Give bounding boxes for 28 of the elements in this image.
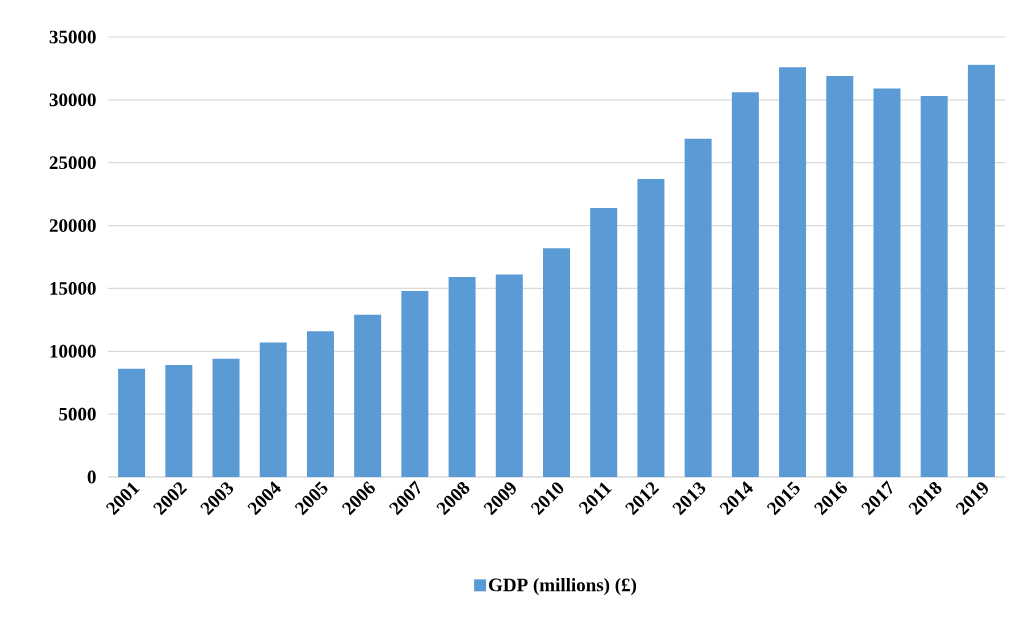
y-tick-label: 25000 (49, 156, 96, 170)
y-tick-label: 10000 (50, 344, 96, 358)
bar (354, 314, 382, 477)
bar (259, 342, 287, 477)
bar (448, 277, 476, 477)
bar (637, 179, 665, 477)
bar (590, 207, 618, 477)
y-tick-label: 30000 (49, 93, 96, 107)
y-tick-label: 35000 (49, 30, 96, 44)
bar (920, 96, 948, 477)
bar (873, 88, 901, 477)
bar (212, 358, 240, 477)
bar (306, 331, 334, 477)
bar (967, 64, 995, 477)
bar (684, 138, 712, 477)
bar (731, 92, 759, 477)
y-tick-label: 0 (87, 470, 96, 484)
y-tick-label: 15000 (50, 282, 96, 295)
bar (118, 368, 146, 477)
bar (495, 274, 523, 477)
legend-label: GDP (millions) (£) (489, 578, 637, 596)
bar (401, 290, 429, 477)
bar (543, 248, 570, 477)
bar (779, 67, 807, 477)
y-tick-label: 5000 (59, 407, 96, 421)
bar (826, 75, 854, 477)
bar (165, 365, 193, 477)
y-tick-label: 20000 (49, 219, 96, 232)
